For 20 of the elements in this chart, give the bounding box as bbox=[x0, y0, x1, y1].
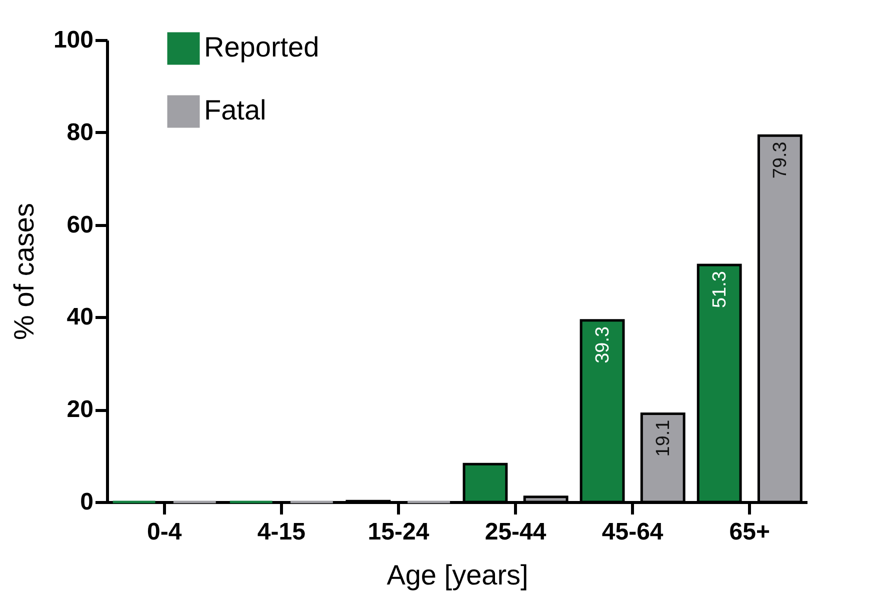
x-tick-label: 45-64 bbox=[602, 518, 664, 546]
x-tick-label: 15-24 bbox=[368, 518, 430, 546]
x-tick-label: 25-44 bbox=[484, 518, 547, 546]
data-label: 39.3 bbox=[592, 326, 614, 364]
data-label: 19.1 bbox=[652, 420, 674, 457]
y-tick-label: 100 bbox=[53, 26, 94, 54]
data-label: 79.3 bbox=[770, 142, 791, 179]
y-axis-title: % of cases bbox=[8, 203, 40, 340]
y-tick-label: 20 bbox=[66, 396, 94, 424]
y-tick-label: 40 bbox=[66, 304, 94, 331]
x-tick-label: 65+ bbox=[729, 518, 770, 546]
y-tick-label: 0 bbox=[80, 488, 94, 516]
x-axis-title: Age [years] bbox=[386, 560, 528, 590]
data-label: 51.3 bbox=[709, 270, 730, 308]
x-tick-label: 4-15 bbox=[257, 518, 306, 546]
x-tick-label: 0-4 bbox=[147, 518, 182, 546]
y-tick-label: 80 bbox=[66, 118, 94, 146]
legend-label: Reported bbox=[204, 32, 320, 62]
legend-label: Fatal bbox=[204, 94, 266, 126]
y-tick-label: 60 bbox=[66, 211, 94, 238]
